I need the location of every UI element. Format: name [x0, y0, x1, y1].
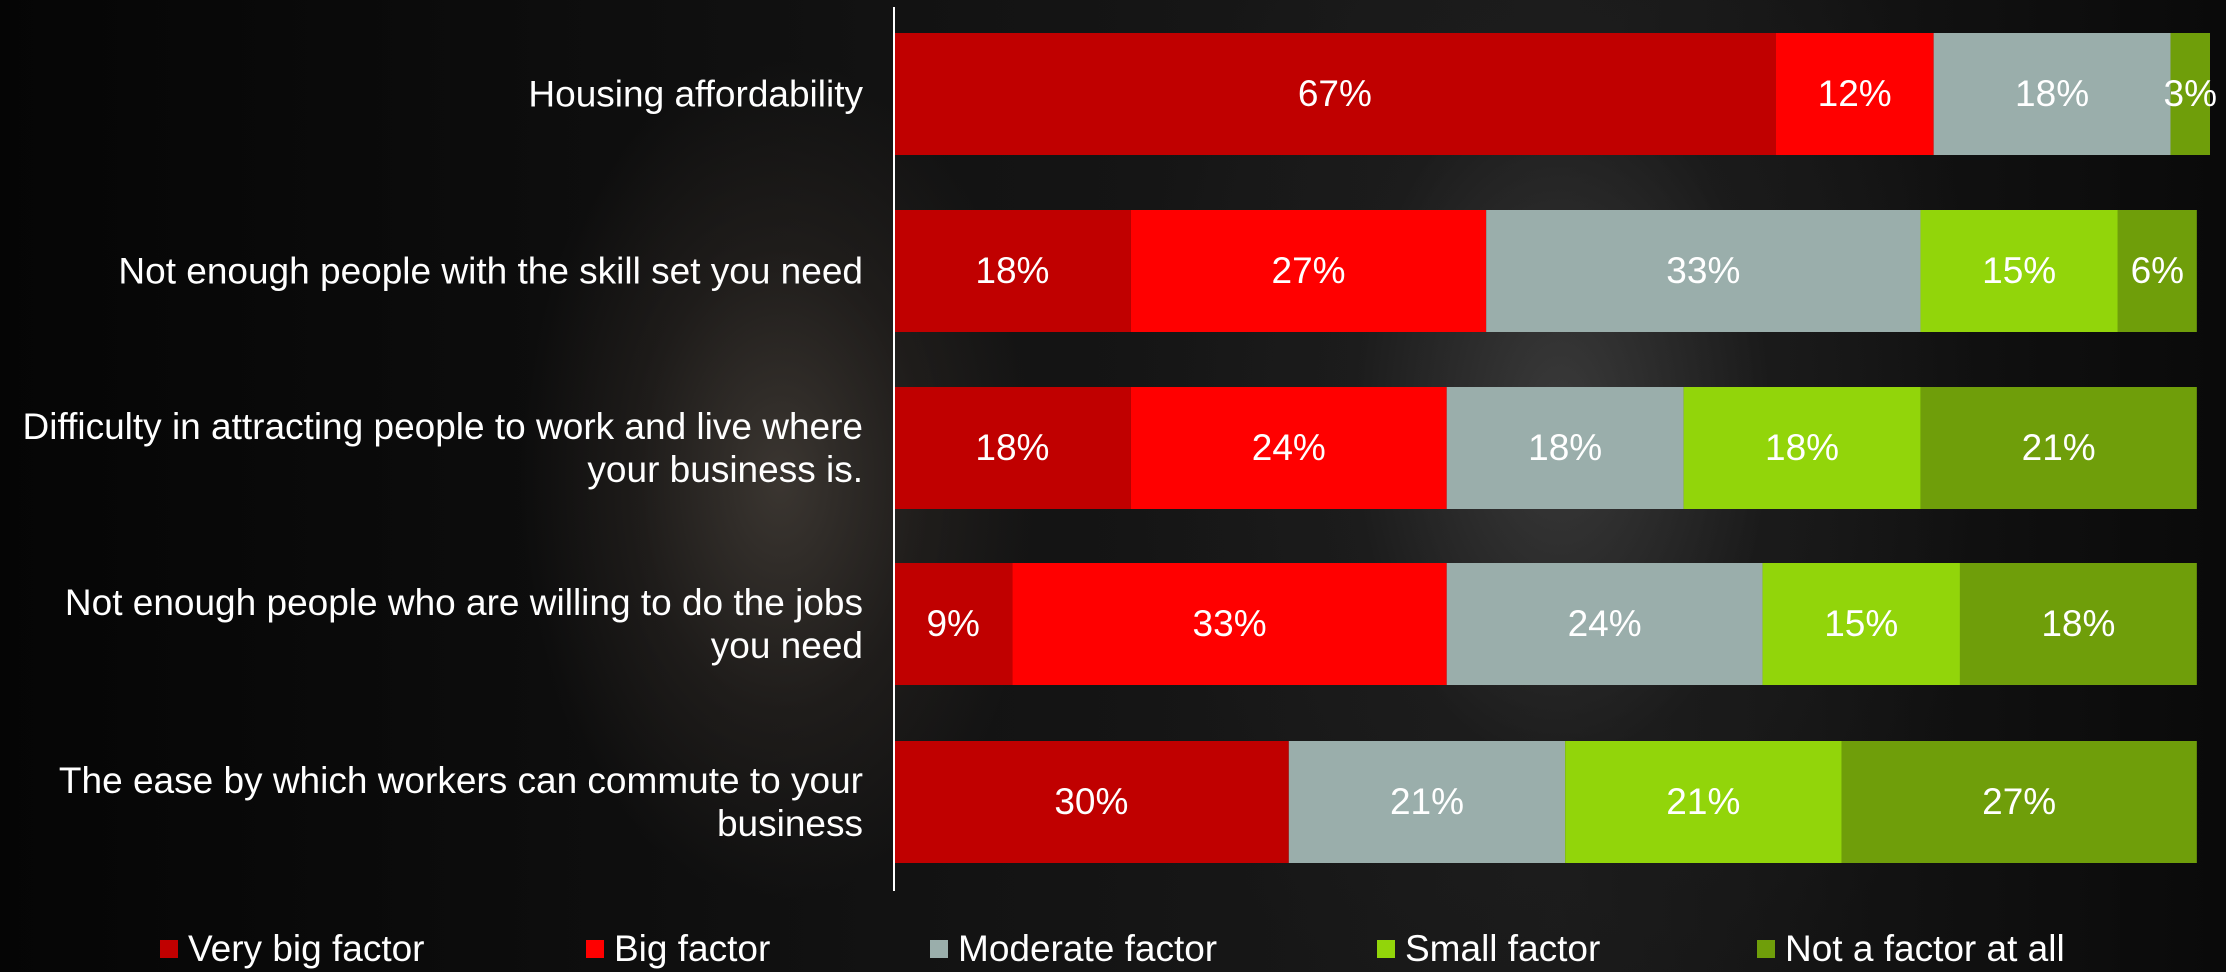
data-label: 21%: [1390, 781, 1464, 822]
data-label: 33%: [1666, 250, 1740, 291]
data-label: 18%: [2015, 73, 2089, 114]
data-label: 21%: [2022, 427, 2096, 468]
data-label: 33%: [1193, 603, 1267, 644]
data-label: 24%: [1568, 603, 1642, 644]
data-label: 18%: [1765, 427, 1839, 468]
data-label: 18%: [975, 427, 1049, 468]
legend-swatch: [586, 940, 604, 958]
data-label: 30%: [1054, 781, 1128, 822]
chart-area: 67% 12% 18% 3% 18% 27% 33% 15% 6% 18% 24% 18% 18% 21%…: [0, 0, 2226, 972]
data-label: 24%: [1252, 427, 1326, 468]
legend-label: Very big factor: [188, 928, 425, 969]
legend-swatch: [1377, 940, 1395, 958]
legend-label: Big factor: [614, 928, 770, 969]
category-label: Housing affordability: [8, 73, 863, 116]
legend-swatch: [160, 940, 178, 958]
data-label: 15%: [1982, 250, 2056, 291]
category-label: The ease by which workers can commute to…: [8, 759, 863, 845]
data-label: 27%: [1272, 250, 1346, 291]
legend-swatch: [930, 940, 948, 958]
legend-swatch: [1757, 940, 1775, 958]
legend-label: Moderate factor: [958, 928, 1217, 969]
data-label: 27%: [1982, 781, 2056, 822]
data-label: 18%: [1528, 427, 1602, 468]
data-label: 18%: [2041, 603, 2115, 644]
data-label: 18%: [975, 250, 1049, 291]
category-label: Not enough people with the skill set you…: [8, 250, 863, 293]
legend-label: Not a factor at all: [1785, 928, 2065, 969]
data-label: 6%: [2131, 250, 2184, 291]
data-label: 67%: [1298, 73, 1372, 114]
category-label: Not enough people who are willing to do …: [8, 581, 863, 667]
data-label: 9%: [926, 603, 979, 644]
data-label: 3%: [2164, 73, 2217, 114]
data-label: 15%: [1824, 603, 1898, 644]
data-label: 12%: [1818, 73, 1892, 114]
data-label: 21%: [1666, 781, 1740, 822]
category-label: Difficulty in attracting people to work …: [8, 405, 863, 491]
legend-label: Small factor: [1405, 928, 1600, 969]
